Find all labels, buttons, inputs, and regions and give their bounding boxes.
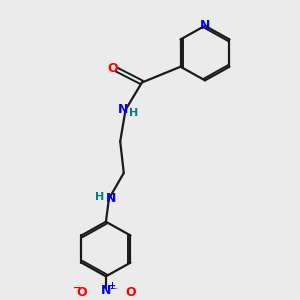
Text: O: O (125, 286, 136, 299)
Text: N: N (200, 19, 210, 32)
Text: N: N (106, 192, 116, 205)
Text: +: + (108, 281, 115, 290)
Text: O: O (108, 61, 118, 75)
Text: O: O (76, 286, 87, 299)
Text: N: N (117, 103, 128, 116)
Text: H: H (95, 192, 104, 203)
Text: H: H (129, 108, 139, 118)
Text: −: − (73, 283, 81, 293)
Text: N: N (101, 284, 111, 297)
